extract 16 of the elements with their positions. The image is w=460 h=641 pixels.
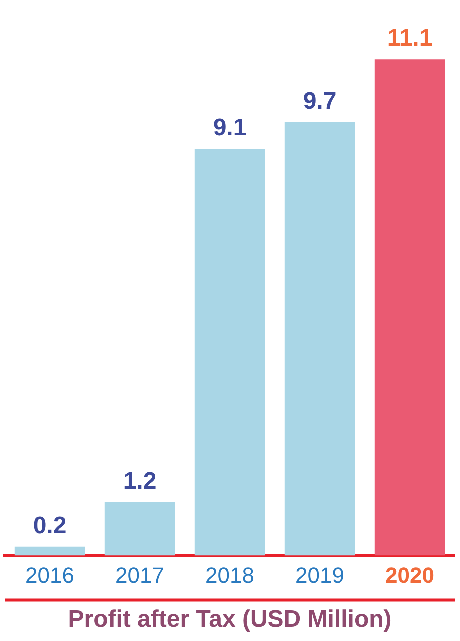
bar	[104, 502, 176, 556]
bar	[284, 122, 356, 556]
x-tick-label: 2016	[26, 563, 74, 588]
data-label: 9.1	[213, 114, 247, 142]
text: Profit after Tax (USD Million)	[68, 606, 392, 634]
data-label: 1.2	[123, 468, 157, 495]
data-label: 0.2	[33, 512, 67, 540]
bar	[14, 546, 86, 556]
data-label: 11.1	[387, 25, 433, 52]
x-tick-label: 2017	[116, 563, 164, 588]
x-tick-label: 2018	[206, 563, 254, 588]
x-tick-label: 2020	[386, 563, 434, 588]
x-tick-label: 2019	[296, 563, 344, 588]
bar	[374, 60, 446, 556]
bar	[194, 149, 266, 556]
data-label: 9.7	[303, 88, 337, 115]
